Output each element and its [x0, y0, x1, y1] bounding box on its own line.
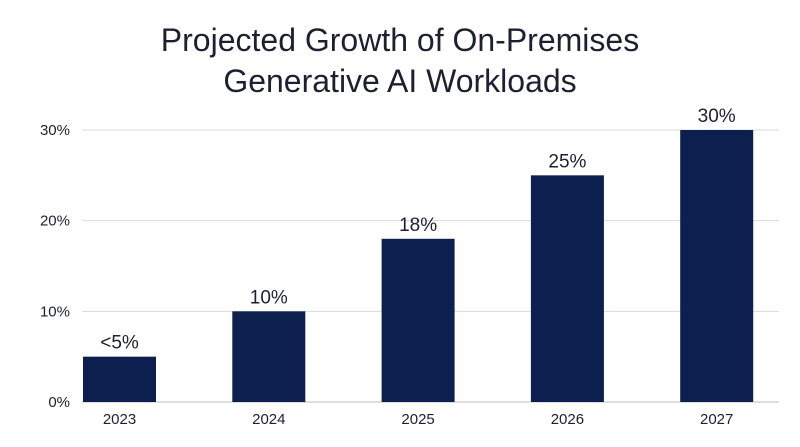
data-label: 25%	[548, 151, 586, 172]
y-axis-ticks: 0% 10% 20% 30%	[40, 122, 70, 411]
bar	[83, 356, 156, 402]
y-tick-label: 0%	[48, 394, 70, 411]
data-label: <5%	[100, 333, 139, 354]
chart-title: Projected Growth of On-Premises Generati…	[0, 20, 800, 102]
x-tick-label: 2027	[700, 411, 733, 428]
bar	[680, 130, 754, 402]
chart-title-line-1: Projected Growth of On-Premises	[160, 22, 640, 58]
bar	[232, 311, 306, 402]
y-tick-label: 20%	[40, 213, 70, 230]
data-label: 10%	[250, 287, 288, 308]
bars: <5% 10% 18% 25% 30%	[83, 106, 754, 402]
data-label: 18%	[399, 215, 437, 236]
x-tick-label: 2025	[401, 411, 434, 428]
bar	[530, 175, 604, 402]
data-label: 30%	[698, 106, 736, 127]
bar	[381, 238, 455, 402]
x-tick-label: 2023	[103, 411, 136, 428]
y-tick-label: 30%	[40, 122, 70, 139]
y-tick-label: 10%	[40, 303, 70, 320]
x-tick-label: 2026	[551, 411, 584, 428]
x-axis-ticks: 2023 2024 2025 2026 2027	[103, 411, 734, 428]
chart-title-line-2: Generative AI Workloads	[223, 63, 577, 99]
x-tick-label: 2024	[252, 411, 285, 428]
